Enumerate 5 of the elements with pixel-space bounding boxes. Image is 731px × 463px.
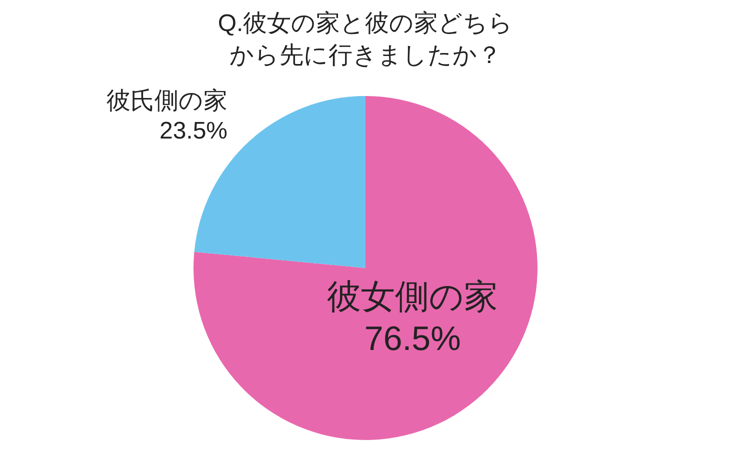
chart-title: Q.彼女の家と彼の家どちらから先に行きましたか？ bbox=[216, 9, 514, 71]
data-label: 23.5% bbox=[159, 117, 228, 144]
data-label: 76.5% bbox=[364, 320, 461, 358]
slice-label: 彼女側の家 bbox=[327, 278, 498, 316]
slice-label: 彼氏側の家 bbox=[106, 87, 228, 114]
